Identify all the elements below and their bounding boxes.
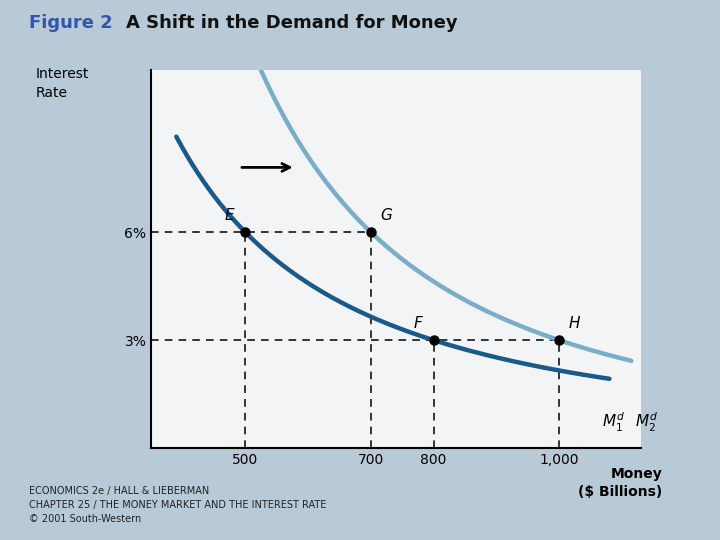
Text: F: F (413, 316, 423, 331)
Text: Figure 2: Figure 2 (29, 14, 112, 31)
Text: $M_1^d$: $M_1^d$ (602, 410, 625, 434)
Text: H: H (569, 316, 580, 331)
Text: $M_2^d$: $M_2^d$ (634, 410, 657, 434)
Text: Interest
Rate: Interest Rate (36, 68, 89, 100)
Text: E: E (225, 208, 234, 223)
Text: G: G (380, 208, 392, 223)
Text: Money
($ Billions): Money ($ Billions) (578, 467, 662, 500)
Text: ECONOMICS 2e / HALL & LIEBERMAN
CHAPTER 25 / THE MONEY MARKET AND THE INTEREST R: ECONOMICS 2e / HALL & LIEBERMAN CHAPTER … (29, 486, 326, 524)
Text: A Shift in the Demand for Money: A Shift in the Demand for Money (126, 14, 458, 31)
